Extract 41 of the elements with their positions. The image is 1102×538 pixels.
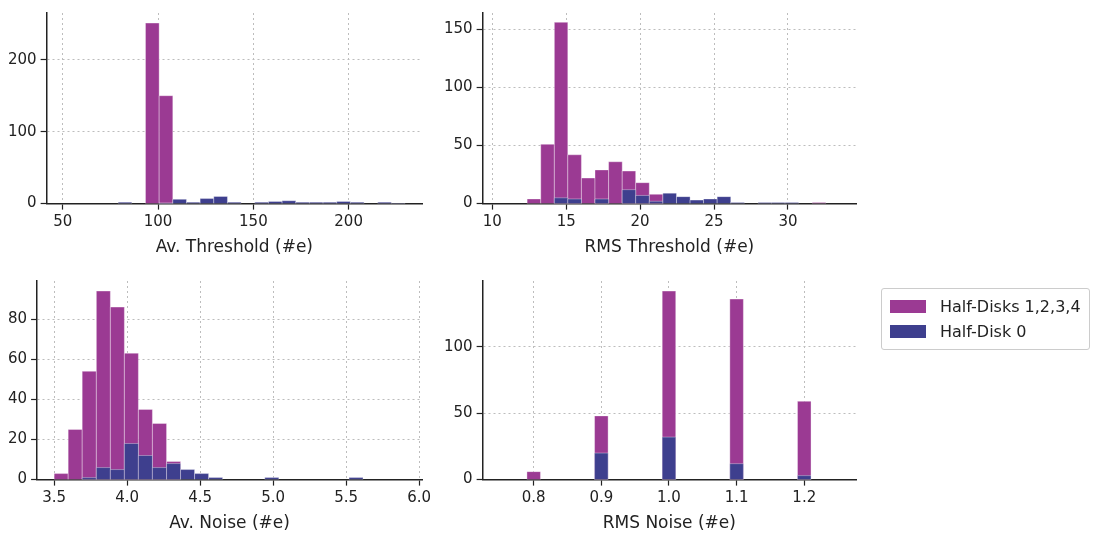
y-tick-label: 0	[27, 193, 37, 212]
x-axis-title: RMS Threshold (#e)	[584, 236, 755, 257]
x-tick-label: 10	[482, 212, 502, 231]
x-tick-label: 5.0	[261, 488, 286, 507]
x-tick-label: 20	[630, 212, 650, 231]
x-tick-label: 30	[778, 212, 798, 231]
x-tick-label: 1.2	[792, 488, 817, 507]
x-axis-title: Av. Threshold (#e)	[155, 236, 313, 257]
y-tick-label: 80	[7, 309, 28, 328]
y-tick-label: 100	[443, 336, 473, 355]
x-tick-label: 5.5	[334, 488, 359, 507]
x-tick-label: 25	[704, 212, 724, 231]
x-tick-label: 4.0	[115, 488, 140, 507]
x-tick-label: 3.5	[42, 488, 67, 507]
x-tick-label: 4.5	[188, 488, 213, 507]
x-tick-label: 150	[239, 212, 268, 231]
y-tick-label: 150	[443, 19, 473, 38]
legend-label: Half-Disk 0	[940, 322, 1027, 341]
x-tick-label: 100	[143, 212, 173, 231]
x-tick-label: 50	[53, 212, 73, 231]
x-axis-title: Av. Noise (#e)	[169, 512, 290, 533]
y-tick-label: 50	[453, 403, 473, 422]
y-tick-label: 100	[7, 121, 37, 140]
legend-label: Half-Disks 1,2,3,4	[940, 297, 1081, 316]
x-tick-label: 1.1	[724, 488, 749, 507]
y-tick-label: 40	[7, 389, 28, 408]
y-tick-label: 50	[453, 135, 473, 154]
x-tick-label: 200	[334, 212, 363, 231]
y-tick-label: 60	[7, 349, 28, 368]
x-tick-label: 1.0	[657, 488, 681, 507]
y-tick-label: 0	[463, 193, 473, 212]
y-tick-label: 0	[17, 469, 28, 488]
x-tick-label: 0.8	[521, 488, 546, 507]
y-tick-label: 0	[463, 469, 473, 488]
x-tick-label: 6.0	[407, 488, 432, 507]
y-tick-label: 20	[7, 429, 28, 448]
x-tick-label: 15	[556, 212, 576, 231]
x-axis-title: RMS Noise (#e)	[602, 512, 736, 533]
y-tick-label: 100	[443, 77, 473, 96]
x-tick-label: 0.9	[589, 488, 614, 507]
y-tick-label: 200	[7, 49, 37, 68]
